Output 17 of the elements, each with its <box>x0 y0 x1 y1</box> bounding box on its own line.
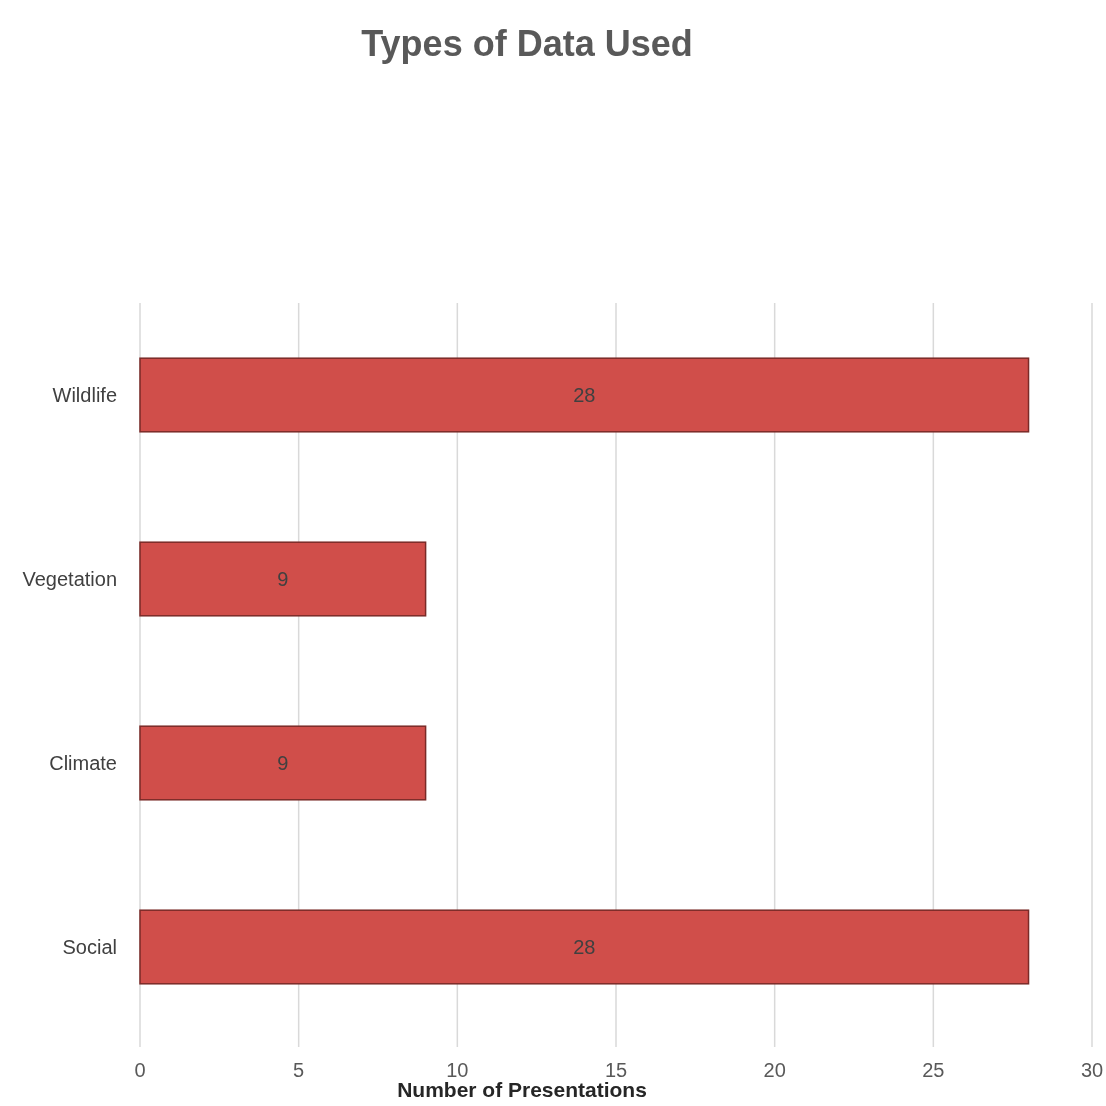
x-tick-label: 30 <box>1080 1059 1104 1081</box>
x-tick-label: 0 <box>134 1059 146 1081</box>
x-axis-title: Number of Presentations <box>397 1078 647 1102</box>
x-tick-label: 10 <box>446 1059 469 1081</box>
chart-title: Types of Data Used <box>361 22 693 64</box>
x-tick-label: 5 <box>293 1059 305 1081</box>
y-tick-label: Vegetation <box>22 568 117 590</box>
y-tick-label: Climate <box>49 752 117 774</box>
data-label: 9 <box>277 568 289 590</box>
data-label: 28 <box>573 936 596 958</box>
y-tick-label: Social <box>62 936 117 958</box>
data-label: 28 <box>573 384 596 406</box>
x-tick-label: 20 <box>763 1059 786 1081</box>
data-label: 9 <box>277 752 289 774</box>
y-tick-label: Wildlife <box>52 384 117 406</box>
x-tick-label: 25 <box>922 1059 945 1081</box>
x-tick-label: 15 <box>604 1059 628 1081</box>
